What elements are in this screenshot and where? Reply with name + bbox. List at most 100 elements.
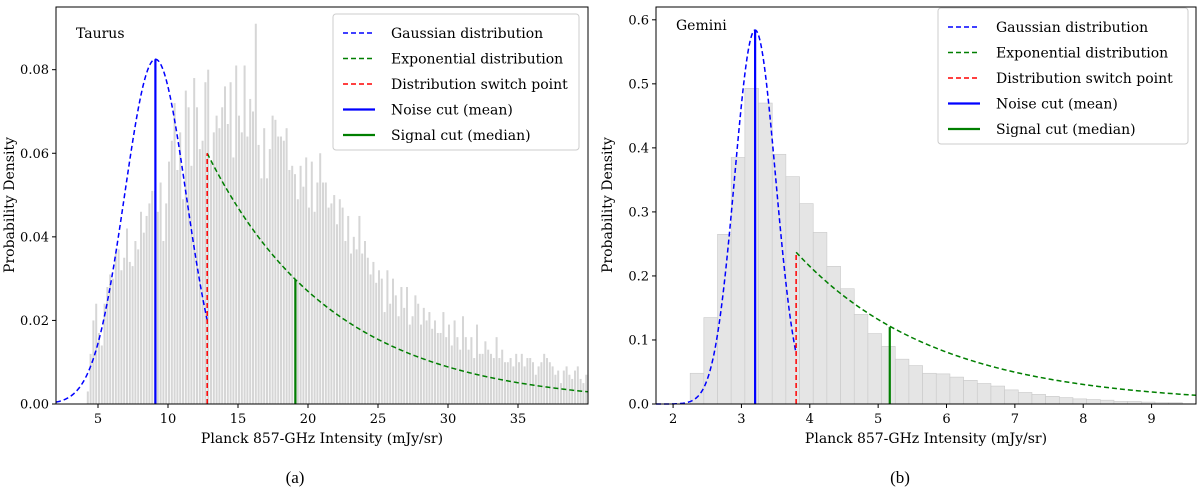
x-tick-label: 5 xyxy=(874,412,882,427)
legend-label: Distribution switch point xyxy=(996,71,1173,87)
fit-curves-a xyxy=(55,58,589,404)
histogram-bar xyxy=(689,372,705,405)
histogram-bar xyxy=(187,107,190,404)
histogram-bar xyxy=(263,128,266,404)
histogram-bar xyxy=(990,385,1005,405)
histogram-bar xyxy=(240,132,243,404)
histogram-bar xyxy=(238,115,240,405)
gaussian-curve xyxy=(656,29,797,405)
histogram-bar xyxy=(224,86,226,405)
histogram-bar xyxy=(431,328,434,404)
histogram-bar xyxy=(543,353,546,404)
histogram-bar xyxy=(184,90,187,404)
histogram-bar xyxy=(406,286,408,404)
x-tick-label: 2 xyxy=(669,412,677,427)
y-axis-label-b: Probability Density xyxy=(600,137,616,273)
histogram-bar xyxy=(151,190,154,404)
histogram-bar xyxy=(366,257,369,404)
histogram-bar xyxy=(170,140,173,405)
histogram-bar xyxy=(204,82,207,404)
histogram-bar xyxy=(484,341,487,404)
histogram-bar xyxy=(487,349,490,404)
histogram-bar xyxy=(282,140,285,405)
histogram-bar xyxy=(249,98,252,404)
legend-a: Gaussian distribution Exponential distrib… xyxy=(332,13,580,151)
histogram-bar xyxy=(551,366,554,404)
histogram-bar xyxy=(467,349,470,404)
histogram-bar xyxy=(109,274,112,404)
histogram-bar xyxy=(128,261,131,404)
histogram-bar xyxy=(350,253,352,404)
histogram-bar xyxy=(100,345,103,404)
histogram-bar xyxy=(450,345,453,404)
histogram-bar xyxy=(826,266,841,405)
x-tick-label: 20 xyxy=(300,412,317,427)
legend-b: Gaussian distribution Exponential distrib… xyxy=(937,7,1189,145)
histogram-bars-a xyxy=(86,23,588,405)
legend-label: Signal cut (median) xyxy=(391,128,531,144)
histogram-bar xyxy=(1072,398,1087,405)
histogram-bar xyxy=(327,207,330,404)
histogram-bar xyxy=(333,195,336,404)
histogram-bar xyxy=(1086,399,1101,405)
histogram-bar xyxy=(490,353,492,404)
histogram-bar xyxy=(935,373,951,405)
histogram-bar xyxy=(235,65,238,404)
histogram-bar xyxy=(520,353,523,404)
histogram-bar xyxy=(492,358,495,404)
histogram-bar xyxy=(98,332,100,404)
histogram-bar xyxy=(425,320,428,404)
exponential-curve xyxy=(206,152,589,393)
histogram-bar xyxy=(140,211,142,404)
histogram-bar xyxy=(548,362,551,404)
histogram-bar xyxy=(182,199,184,404)
histogram-bar xyxy=(840,288,855,405)
histogram-bar xyxy=(448,324,450,404)
region-label-gemini: Gemini xyxy=(676,18,727,34)
legend-label: Distribution switch point xyxy=(391,77,568,93)
histogram-bar xyxy=(226,124,229,404)
histogram-bar xyxy=(341,207,344,404)
histogram-bar xyxy=(310,161,313,404)
histogram-bar xyxy=(114,253,117,404)
histogram-bar xyxy=(190,165,193,404)
x-tick-label: 10 xyxy=(160,412,177,427)
histogram-bar xyxy=(1100,399,1115,405)
histogram-bar xyxy=(560,383,562,404)
legend-box xyxy=(937,7,1189,145)
histogram-bar xyxy=(414,295,417,404)
histogram-bar xyxy=(260,178,263,404)
histogram-bar xyxy=(145,215,148,404)
legend-label: Noise cut (mean) xyxy=(391,103,513,119)
histogram-bar xyxy=(285,128,288,404)
histogram-bar xyxy=(257,144,260,404)
legend-label: Exponential distribution xyxy=(996,46,1168,62)
histogram-bar xyxy=(95,303,98,404)
x-tick-label: 35 xyxy=(510,412,527,427)
histogram-bar xyxy=(89,353,92,404)
histogram-bar xyxy=(481,353,484,404)
x-tick-label: 30 xyxy=(440,412,457,427)
histogram-bar xyxy=(92,320,95,404)
histogram-bar xyxy=(523,366,526,404)
histogram-bar xyxy=(476,324,478,404)
histogram-bar xyxy=(562,370,565,404)
gaussian-curve xyxy=(55,58,208,403)
x-tick-label: 5 xyxy=(94,412,102,427)
histogram-bar xyxy=(148,203,151,404)
y-tick-label: 0.2 xyxy=(628,269,649,284)
histogram-bar xyxy=(364,241,366,404)
histogram-bar xyxy=(453,320,456,404)
y-tick-label: 0.1 xyxy=(628,333,649,348)
histogram-bar xyxy=(266,178,268,404)
y-tick-label: 0.6 xyxy=(628,13,649,28)
fit-curves-b xyxy=(656,29,1197,405)
histogram-bar xyxy=(308,207,310,404)
legend-label: Exponential distribution xyxy=(391,52,563,68)
histogram-bar xyxy=(554,374,557,404)
histogram-bar xyxy=(758,102,773,405)
histogram-bar xyxy=(504,362,506,404)
histogram-bar xyxy=(383,312,386,404)
legend-label: Noise cut (mean) xyxy=(996,97,1118,113)
